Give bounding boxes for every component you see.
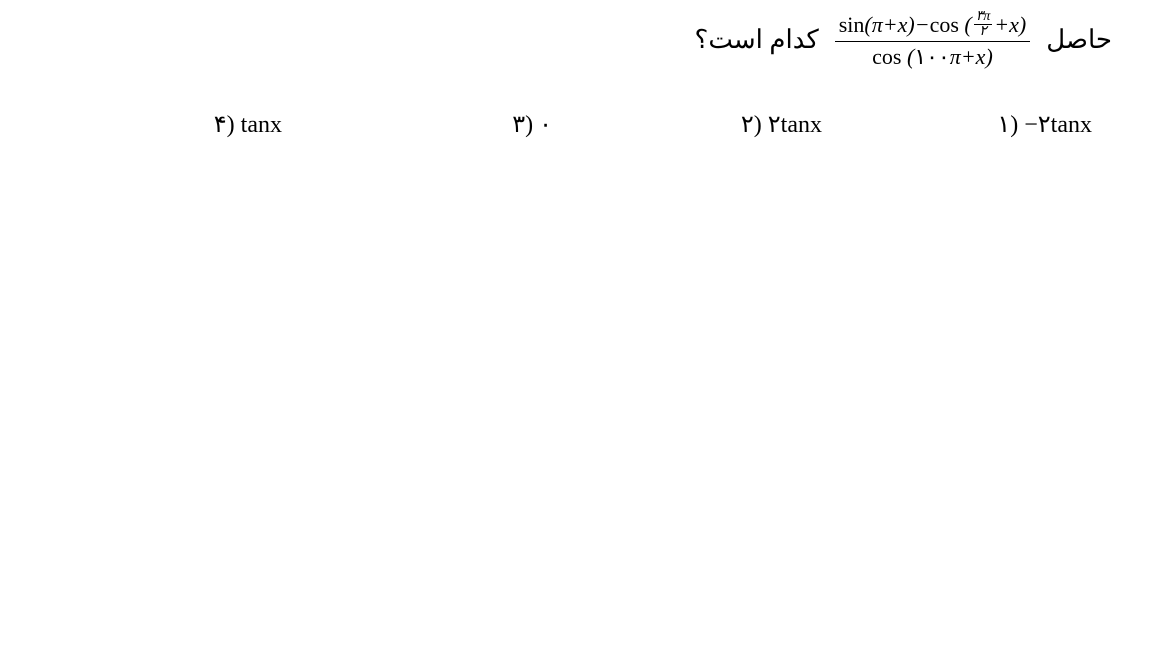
sin-open: ( [864, 12, 871, 38]
opt3-text: ۰ [539, 112, 552, 138]
small-frac-den: ۲ [977, 25, 989, 39]
word-kodam: کدام است؟ [695, 25, 819, 55]
main-fraction: sin(π+x)−cos (۳π۲+x) cos (۱۰۰π+x) [835, 10, 1031, 70]
sin-plus: + [883, 12, 898, 38]
question-row: حاصل sin(π+x)−cos (۳π۲+x) cos (۱۰۰π+x) ک… [695, 10, 1112, 70]
opt1-label: ۱) [997, 112, 1018, 138]
opt2-prefix: ۲ [768, 112, 781, 138]
sin-pi: π [872, 12, 883, 38]
option-2: ۲) ۲tanx [741, 110, 822, 139]
sin-x: x [898, 12, 908, 38]
opt3-label: ۳) [512, 112, 533, 138]
small-fraction: ۳π۲ [974, 10, 993, 39]
opt4-label: ۴) [214, 112, 235, 138]
word-hasel: حاصل [1046, 25, 1112, 55]
sin-close: ) [907, 12, 914, 38]
den-plus: + [961, 44, 976, 69]
opt2-tan: tanx [781, 112, 822, 138]
den-x: x [976, 44, 986, 69]
fraction-numerator: sin(π+x)−cos (۳π۲+x) [835, 10, 1031, 42]
cos-plus-num: + [994, 12, 1009, 38]
sin-func: sin [839, 12, 865, 38]
opt4-tan: tanx [241, 112, 282, 138]
den-hundred: ۱۰۰ [914, 44, 949, 69]
den-close: ) [985, 44, 992, 69]
option-1: ۱) −۲tanx [997, 110, 1092, 139]
option-3: ۳) ۰ [512, 110, 552, 139]
fraction-denominator: cos (۱۰۰π+x) [868, 42, 997, 70]
cos-func-den: cos [872, 44, 901, 69]
cos-x-num: x [1009, 12, 1019, 38]
option-4: ۴) tanx [214, 110, 282, 139]
opt2-label: ۲) [741, 112, 762, 138]
cos-func-num: cos [930, 12, 959, 38]
small-frac-num: ۳π [974, 10, 993, 25]
cos-open-num: ( [964, 12, 971, 38]
minus-sign: − [915, 12, 930, 38]
opt1-tan: tanx [1051, 112, 1092, 138]
den-pi: π [950, 44, 961, 69]
cos-close-num: ) [1019, 12, 1026, 38]
opt1-prefix: −۲ [1024, 112, 1050, 138]
